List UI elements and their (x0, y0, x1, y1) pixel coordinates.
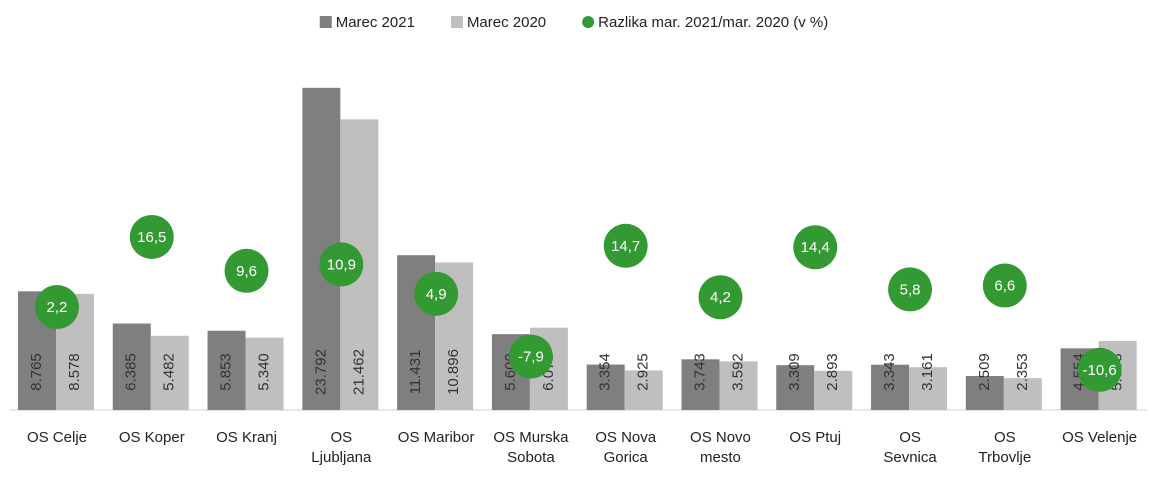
x-tick-label: OS Trbovlje (978, 429, 1032, 466)
bar (909, 367, 948, 410)
bar-label: 3.592 (729, 353, 746, 391)
bar (207, 330, 246, 410)
difference-dot (414, 271, 459, 316)
bar-label: 3.161 (919, 353, 936, 391)
bar-label: 2.353 (1014, 353, 1031, 391)
x-tick-label: OS Ptuj (789, 429, 842, 446)
dot-label: 4,9 (426, 286, 447, 303)
bar-label: 10.896 (445, 349, 462, 395)
x-tick-label: OS Celje (26, 429, 87, 446)
difference-dot (698, 275, 743, 320)
x-tick-label: OS Sevnica (883, 429, 937, 466)
dot-label: 16,5 (137, 229, 166, 246)
bar-label: 5.340 (256, 353, 273, 391)
x-tick-label: OS Maribor (397, 429, 475, 446)
bar (1003, 378, 1042, 410)
difference-dot (1077, 347, 1122, 392)
bar (776, 365, 815, 410)
x-tick-label: OS Koper (118, 429, 185, 446)
bar-label: 2.509 (976, 353, 993, 391)
bar-label: 6.385 (123, 353, 140, 391)
bar-label: 2.925 (635, 353, 652, 391)
difference-dot (224, 248, 269, 293)
bar-label: 11.431 (407, 350, 424, 395)
dot-label: 6,6 (994, 277, 1015, 294)
bar-label: 8.765 (28, 353, 45, 391)
bar-label: 23.792 (312, 349, 329, 395)
bar-label: 21.462 (350, 349, 367, 395)
bar-label: 3.743 (691, 353, 708, 391)
bar (965, 376, 1004, 410)
bar-label: 5.853 (218, 353, 235, 391)
difference-dot (129, 214, 174, 259)
x-tick-label: OS Kranj (216, 429, 277, 446)
dot-label: 14,7 (611, 238, 640, 255)
legend-symbol (450, 16, 463, 28)
bar (871, 364, 910, 410)
dot-label: 9,6 (236, 263, 257, 280)
difference-dot (319, 242, 364, 287)
bar (624, 370, 663, 410)
legend-label: Marec 2020 (467, 14, 546, 31)
bar-label: 3.354 (597, 353, 614, 391)
x-tick-label: OS Novo mesto (690, 429, 751, 466)
difference-dot (888, 267, 933, 312)
legend-label: Marec 2021 (336, 14, 415, 31)
bar-label: 8.578 (66, 353, 83, 391)
x-tick-label: OS Nova Gorica (595, 429, 657, 466)
legend-symbol (582, 16, 595, 28)
difference-dot (982, 263, 1027, 308)
x-tick-label: OS Murska Sobota (493, 429, 569, 466)
bar-label: 5.482 (161, 353, 178, 391)
difference-dot (34, 285, 79, 330)
bar-label: 3.309 (786, 353, 803, 391)
bar-label: 3.343 (881, 353, 898, 391)
difference-dot (793, 225, 838, 270)
bar-label: 2.893 (824, 353, 841, 391)
bar (681, 359, 720, 410)
x-tick-label: OS Ljubljana (311, 429, 372, 466)
bar (112, 323, 151, 410)
dot-label: 2,2 (47, 299, 68, 316)
difference-dot (603, 223, 648, 268)
x-tick-label: OS Velenje (1062, 429, 1138, 446)
difference-dot (508, 334, 553, 379)
legend-label: Razlika mar. 2021/mar. 2020 (v %) (598, 14, 828, 31)
dot-label: -10,6 (1083, 362, 1117, 379)
dot-label: 5,8 (900, 281, 921, 298)
bar (245, 337, 284, 410)
bar (719, 361, 758, 410)
legend-symbol (319, 16, 332, 28)
bar (586, 364, 625, 410)
dot-label: -7,9 (518, 349, 544, 366)
dot-label: 10,9 (327, 256, 356, 273)
dot-label: 14,4 (801, 239, 830, 256)
dot-label: 4,2 (710, 289, 731, 306)
bar (814, 370, 853, 410)
bar (150, 335, 189, 410)
